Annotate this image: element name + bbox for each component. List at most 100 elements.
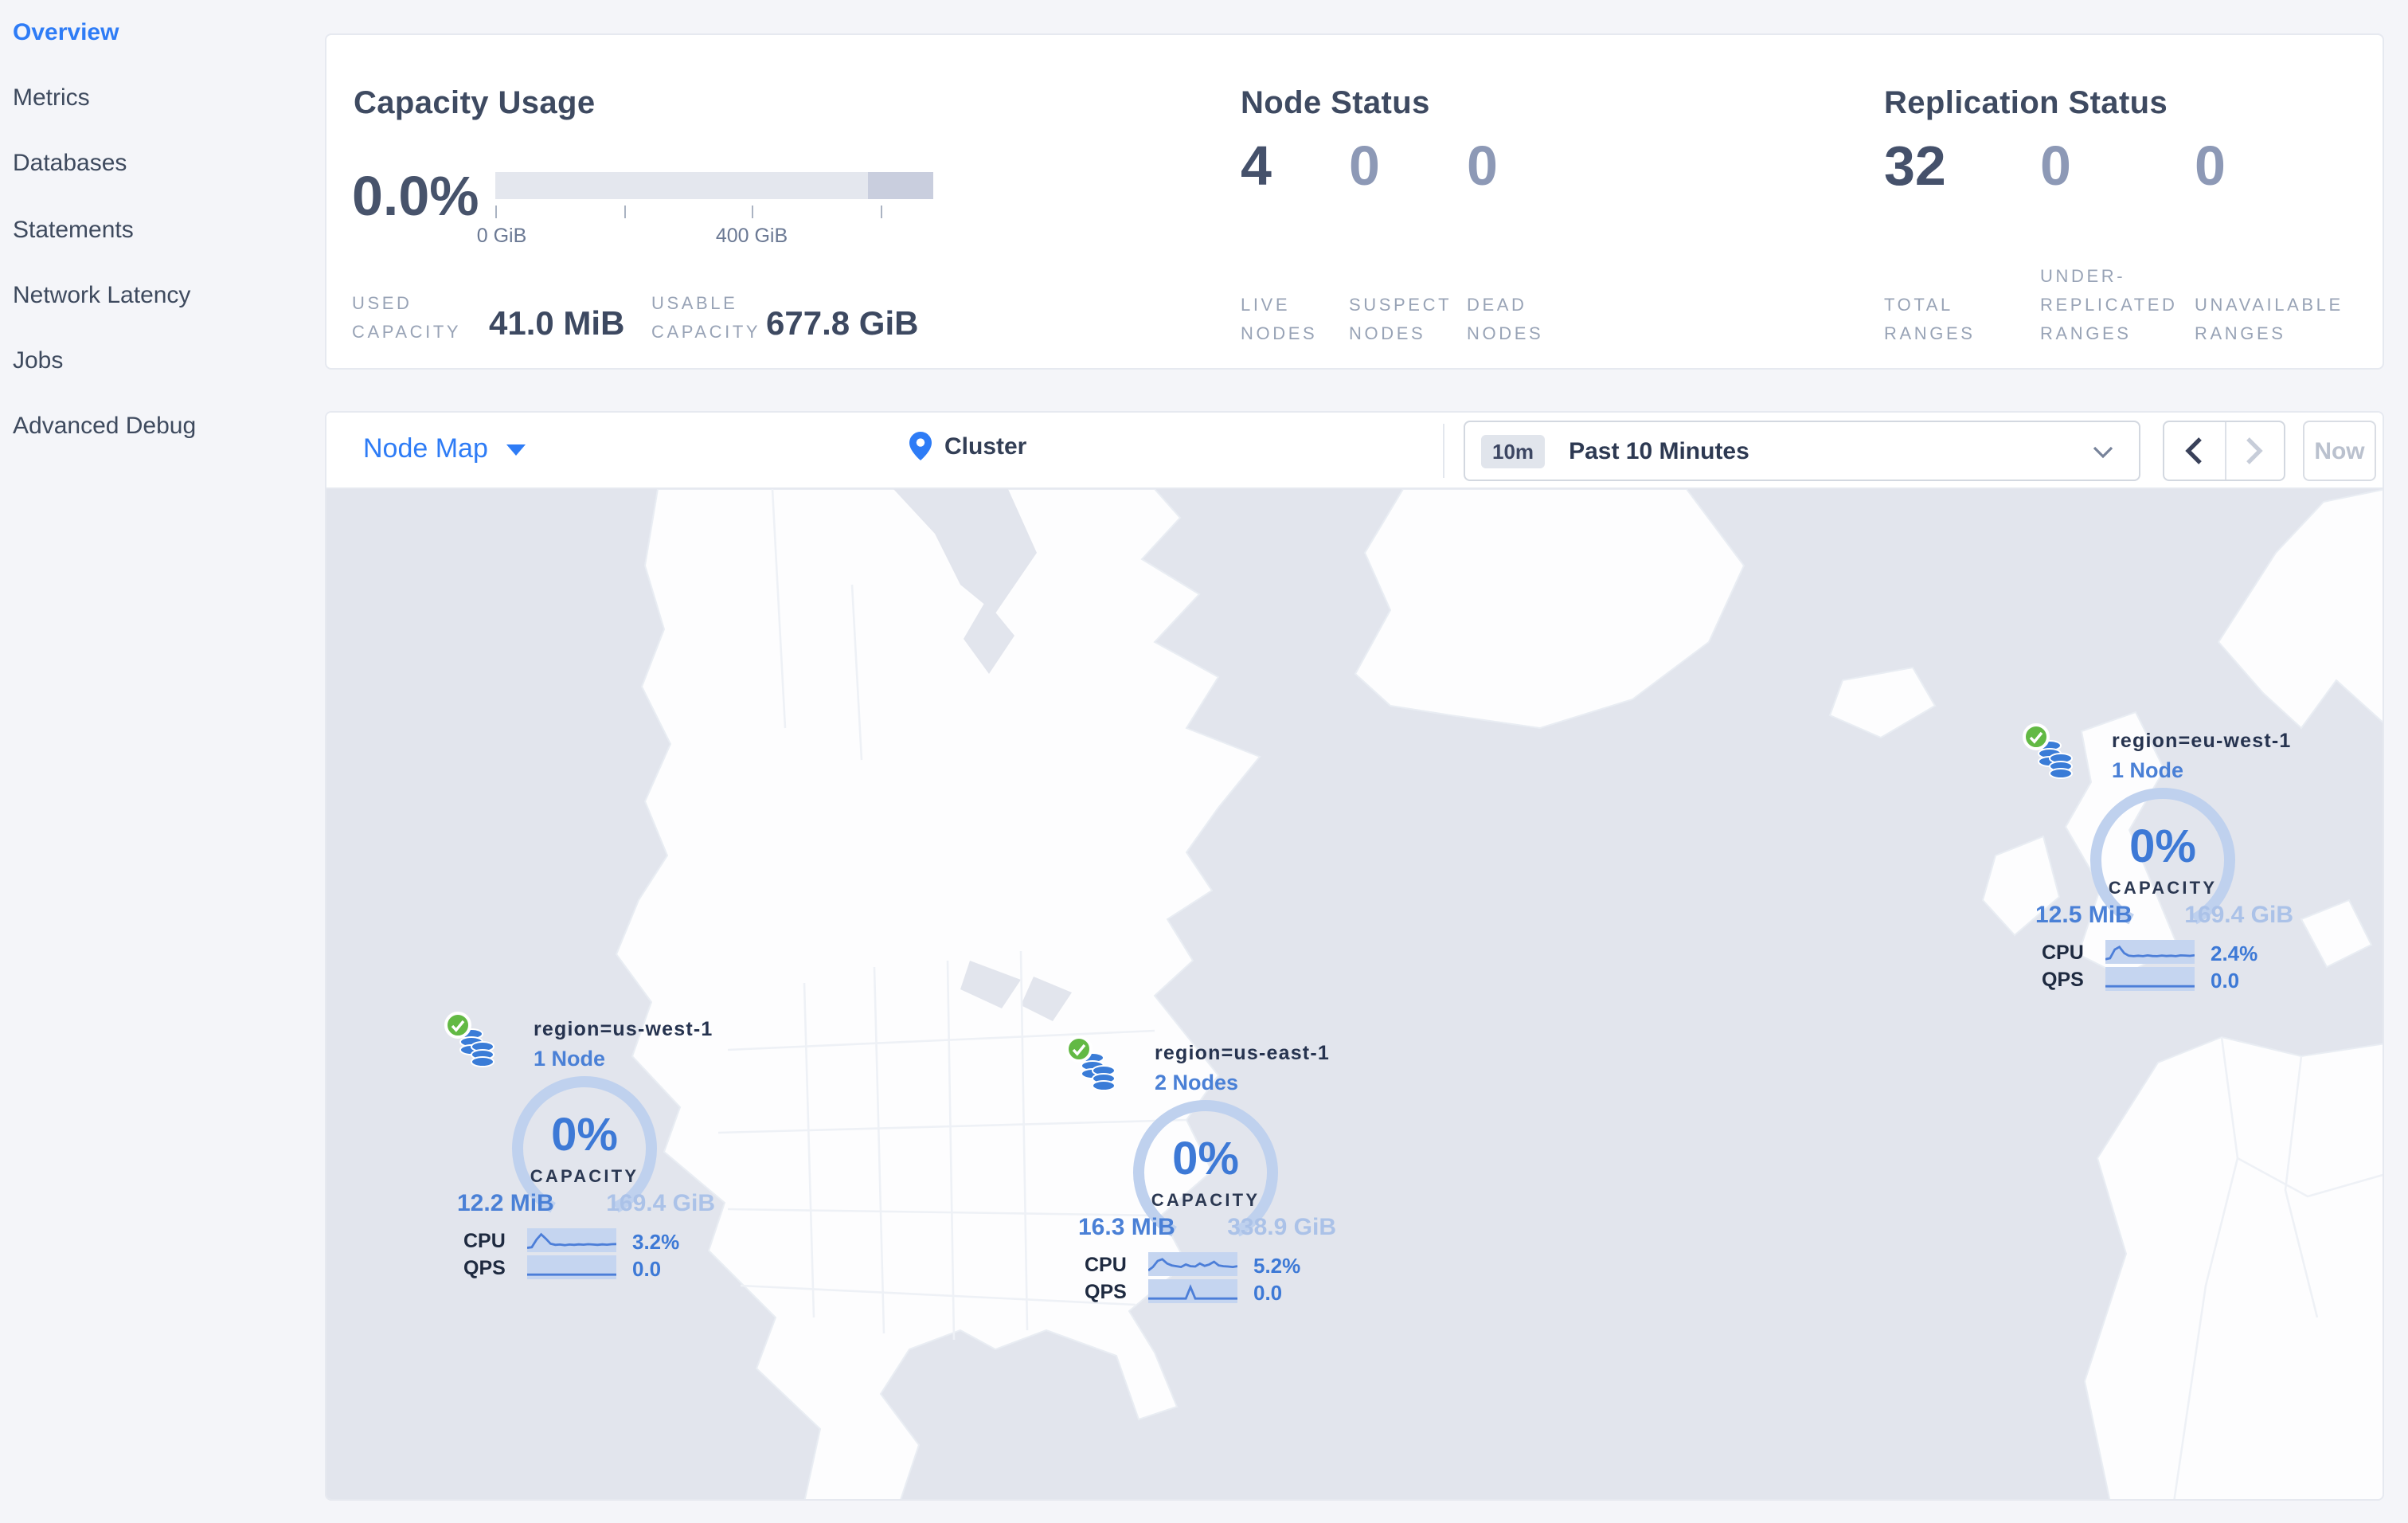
landmass-denmark	[2300, 899, 2373, 969]
under-replicated-ranges-stat: 0 UNDER- REPLICATED RANGES	[2040, 134, 2187, 354]
cpu-sparkline	[527, 1228, 616, 1252]
sidebar-item-metrics[interactable]: Metrics	[13, 84, 90, 112]
sidebar-item-jobs[interactable]: Jobs	[13, 347, 64, 374]
cluster-summary-panel: Capacity Usage 0.0% 0 GiB 400 GiB USED CA…	[325, 33, 2384, 370]
water-james-bay	[964, 601, 1014, 674]
qps-metric-row: QPS 0.0	[1085, 1279, 1355, 1305]
capacity-percent: 0.0%	[352, 166, 479, 228]
region-used-capacity: 12.5 MiB	[2035, 902, 2132, 929]
region-nodes-link[interactable]: 1 Node	[534, 1047, 606, 1071]
qps-value: 0.0	[632, 1257, 662, 1281]
cpu-sparkline	[2105, 940, 2195, 964]
qps-label: QPS	[1085, 1281, 1127, 1303]
capacity-axis-label-400: 400 GiB	[715, 225, 788, 247]
water-hudson-bay	[893, 489, 1037, 613]
total-ranges-stat: 32 TOTAL RANGES	[1884, 134, 2011, 354]
total-ranges-label: TOTAL RANGES	[1884, 296, 1976, 344]
toolbar-divider	[1443, 424, 1444, 478]
replication-status-title: Replication Status	[1884, 86, 2168, 121]
healthy-check-icon	[1065, 1036, 1093, 1063]
map-pin-icon	[909, 432, 932, 460]
time-range-label: Past 10 Minutes	[1569, 437, 1749, 464]
chevron-left-icon	[2185, 437, 2203, 464]
usable-capacity-value: 677.8 GiB	[766, 306, 919, 343]
time-step-buttons	[2163, 421, 2285, 481]
capacity-gauge: 0% CAPACITY	[2080, 784, 2246, 930]
time-step-back-button[interactable]	[2164, 422, 2224, 480]
qps-metric-row: QPS 0.0	[463, 1255, 734, 1281]
capacity-axis-tick	[752, 206, 753, 218]
under-replicated-ranges-label: UNDER- REPLICATED RANGES	[2040, 268, 2178, 344]
cpu-label: CPU	[2042, 942, 2084, 964]
region-usable-capacity: 169.4 GiB	[606, 1190, 715, 1217]
gauge-capacity-label: CAPACITY	[2108, 879, 2218, 899]
unavailable-ranges-stat: 0 UNAVAILABLE RANGES	[2195, 134, 2354, 354]
breadcrumb[interactable]: Cluster	[909, 432, 1026, 460]
view-mode-label: Node Map	[363, 433, 488, 464]
cpu-metric-row: CPU 2.4%	[2042, 940, 2312, 965]
landmass-iceland	[1828, 666, 1937, 739]
capacity-axis-tick	[624, 206, 626, 218]
capacity-bar-reserved-segment	[868, 172, 933, 199]
unavailable-ranges-value: 0	[2195, 135, 2226, 198]
qps-sparkline	[1148, 1279, 1237, 1303]
suspect-nodes-label: SUSPECT NODES	[1349, 296, 1452, 344]
dead-nodes-stat: 0 DEAD NODES	[1467, 134, 1562, 354]
world-map[interactable]: region=us-west-1 1 Node 0% CAPACITY 12.2…	[326, 489, 2383, 1499]
capacity-usage-title: Capacity Usage	[354, 86, 596, 121]
time-range-select[interactable]: 10m Past 10 Minutes	[1464, 421, 2140, 481]
breadcrumb-label: Cluster	[944, 433, 1027, 460]
suspect-nodes-stat: 0 SUSPECT NODES	[1349, 134, 1457, 354]
gauge-percent: 0%	[2129, 822, 2196, 873]
now-button[interactable]: Now	[2303, 421, 2376, 481]
dead-nodes-value: 0	[1467, 135, 1498, 198]
gauge-percent: 0%	[1172, 1134, 1239, 1185]
capacity-bar	[495, 172, 933, 199]
cpu-label: CPU	[1085, 1254, 1127, 1276]
database-stack-icon	[1081, 1052, 1116, 1091]
capacity-gauge: 0% CAPACITY	[502, 1072, 667, 1219]
capacity-axis-label-0: 0 GiB	[476, 225, 527, 247]
region-nodes-link[interactable]: 1 Node	[2112, 758, 2184, 782]
used-capacity-label: USED CAPACITY	[352, 295, 462, 343]
under-replicated-ranges-value: 0	[2040, 135, 2071, 198]
time-step-forward-button[interactable]	[2224, 422, 2284, 480]
qps-sparkline	[2105, 967, 2195, 991]
water-great-lakes	[1021, 977, 1072, 1021]
qps-label: QPS	[463, 1257, 506, 1279]
qps-metric-row: QPS 0.0	[2042, 967, 2312, 992]
cpu-metric-row: CPU 3.2%	[463, 1228, 734, 1254]
region-name: region=eu-west-1	[2112, 730, 2292, 752]
cpu-label: CPU	[463, 1230, 506, 1252]
gauge-capacity-label: CAPACITY	[530, 1168, 639, 1187]
landmass-europe	[2083, 1036, 2383, 1499]
view-mode-dropdown[interactable]: Node Map	[363, 433, 526, 465]
node-status-title: Node Status	[1241, 86, 1430, 121]
landmass-ireland	[1981, 835, 2061, 937]
sidebar-item-network-latency[interactable]: Network Latency	[13, 282, 191, 309]
capacity-axis-tick	[495, 206, 497, 218]
sidebar-nav: Overview Metrics Databases Statements Ne…	[0, 0, 325, 1523]
landmass-scandinavia	[2217, 489, 2383, 730]
region-nodes-link[interactable]: 2 Nodes	[1155, 1071, 1239, 1094]
qps-value: 0.0	[1253, 1281, 1283, 1305]
gauge-percent: 0%	[551, 1110, 618, 1161]
unavailable-ranges-label: UNAVAILABLE RANGES	[2195, 296, 2344, 344]
sidebar-item-advanced-debug[interactable]: Advanced Debug	[13, 413, 197, 440]
sidebar-item-overview[interactable]: Overview	[13, 19, 119, 46]
usable-capacity-label: USABLE CAPACITY	[651, 295, 761, 343]
landmass-north-america	[615, 489, 1261, 1499]
region-name: region=us-east-1	[1155, 1042, 1330, 1064]
caret-down-icon	[506, 444, 526, 455]
capacity-axis-tick	[881, 206, 882, 218]
sidebar-item-statements[interactable]: Statements	[13, 217, 134, 244]
region-usable-capacity: 338.9 GiB	[1227, 1214, 1336, 1241]
gauge-capacity-label: CAPACITY	[1151, 1192, 1261, 1211]
cpu-value: 5.2%	[1253, 1254, 1301, 1278]
water-great-lakes	[960, 961, 1021, 1008]
sidebar-item-databases[interactable]: Databases	[13, 150, 127, 177]
map-toolbar: Node Map Cluster 10m Past 10 Minutes	[326, 413, 2383, 489]
cpu-value: 3.2%	[632, 1230, 680, 1254]
healthy-check-icon	[2023, 723, 2050, 750]
